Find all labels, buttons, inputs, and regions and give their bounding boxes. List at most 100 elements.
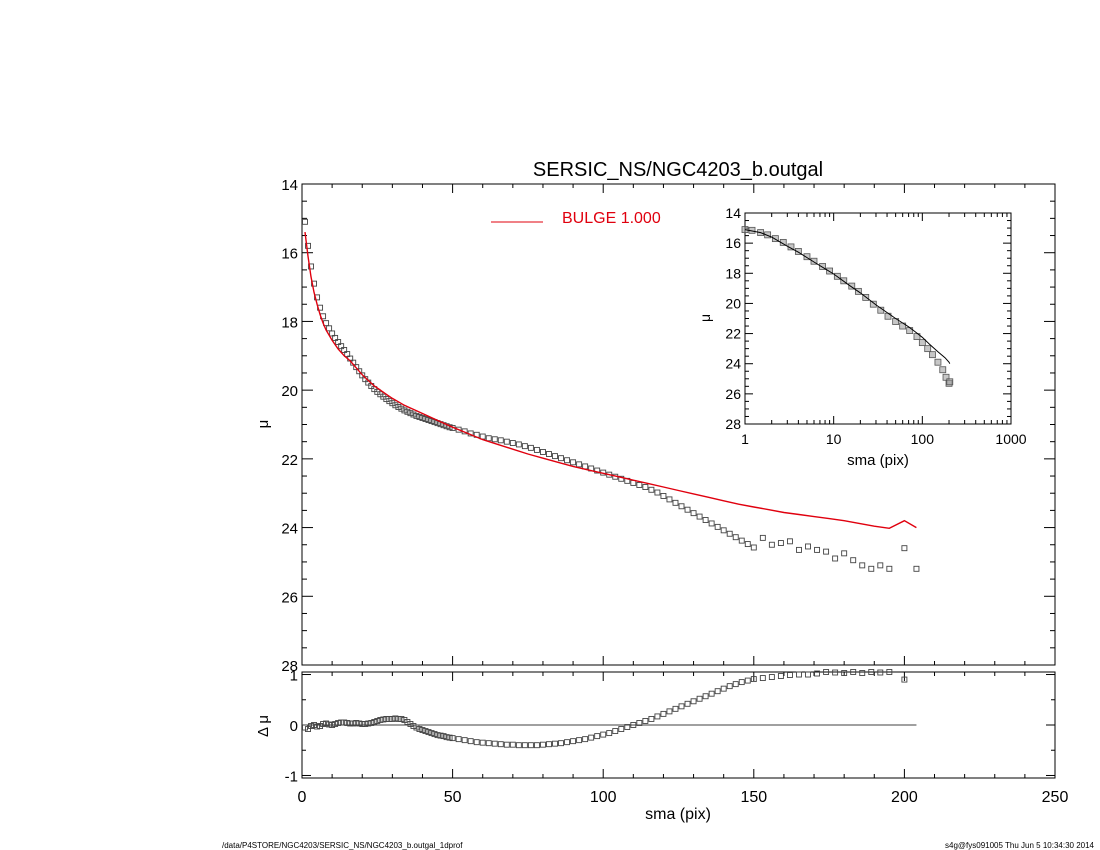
residual-data-point <box>302 724 308 731</box>
main-y-tick-label: 16 <box>281 246 298 263</box>
inset-data-point <box>741 226 749 233</box>
inset-data-point <box>934 358 942 366</box>
residual-x-tick-labels: 0 50 100 150 200 250 <box>298 789 1069 806</box>
residual-data-point <box>515 742 522 749</box>
main-data-point <box>410 411 417 418</box>
main-data-point <box>744 541 751 548</box>
residual-data-point <box>503 741 510 748</box>
residual-data-point <box>558 740 564 747</box>
main-data-point <box>708 520 715 527</box>
residual-data-point <box>422 728 429 735</box>
main-data-point <box>823 548 830 555</box>
inset-y-tick-label: 16 <box>725 235 741 251</box>
residual-data-point <box>796 671 802 678</box>
main-data-point <box>759 534 766 541</box>
residual-data-point <box>777 673 784 679</box>
main-data-point <box>503 438 510 445</box>
residual-data-point <box>311 722 317 728</box>
residual-data-point <box>317 723 324 729</box>
main-data-point <box>515 441 522 448</box>
residual-data-point <box>425 729 432 736</box>
residual-data-point <box>440 733 447 740</box>
residual-data-point <box>750 676 757 683</box>
inset-y-tick-label: 28 <box>725 416 741 432</box>
residual-data-point <box>305 726 311 732</box>
inset-data-point <box>848 282 856 290</box>
main-data-point <box>660 493 667 499</box>
residual-y-tick-label: -1 <box>285 768 298 785</box>
residual-data-point <box>419 727 426 733</box>
main-data-point <box>690 510 697 517</box>
main-data-point <box>564 457 571 464</box>
inset-data-point <box>946 378 954 386</box>
residual-data-point <box>437 732 444 739</box>
residual-data-point <box>624 724 631 730</box>
residual-data-point <box>606 730 613 737</box>
residual-data-point <box>576 737 583 744</box>
residual-y-tick-label: 1 <box>290 668 298 685</box>
main-data-point <box>678 503 685 510</box>
main-data-point <box>404 408 411 415</box>
residual-data-point <box>326 721 333 728</box>
residual-data-point <box>564 739 571 746</box>
residual-data-point <box>398 715 405 722</box>
main-data-point <box>720 527 727 534</box>
residual-data-point <box>479 739 486 746</box>
main-y-tick-label: 26 <box>281 589 298 606</box>
main-data-point <box>859 562 866 569</box>
main-data-point <box>425 417 432 423</box>
main-data-point <box>841 550 848 557</box>
residual-data-point <box>386 715 393 722</box>
main-data-point <box>314 294 321 301</box>
residual-data-point <box>365 720 372 727</box>
residual-data-point <box>380 716 387 723</box>
residual-data-point <box>786 672 793 678</box>
main-data-point <box>654 489 661 496</box>
residual-data-point <box>392 715 399 722</box>
residual-data-point <box>332 721 339 727</box>
main-data-point <box>398 405 405 412</box>
main-x-axis-label: sma (pix) <box>645 806 711 823</box>
main-data-point <box>576 461 583 468</box>
main-data-point <box>344 351 351 358</box>
main-data-point <box>570 459 577 466</box>
main-data-point <box>341 346 348 353</box>
residual-data-point <box>648 715 655 722</box>
main-data-point <box>335 339 342 345</box>
main-data-point <box>329 330 336 337</box>
inset-data-point <box>869 300 877 308</box>
main-data-point <box>521 443 528 450</box>
main-data-point <box>308 263 314 270</box>
residual-data-point <box>407 721 414 727</box>
residual-data-point <box>901 676 908 683</box>
inset-panel: 14 16 18 20 22 24 26 28 1 10 100 1000 sma (pix) μ <box>697 205 1027 469</box>
residual-x-tick-label: 100 <box>590 789 617 806</box>
main-data-point <box>901 545 908 552</box>
main-y-tick-label: 14 <box>281 177 298 194</box>
main-data-point <box>814 546 821 553</box>
main-data-point <box>491 436 498 443</box>
residual-data-point <box>588 734 595 741</box>
residual-data-point <box>612 728 619 735</box>
residual-data-point <box>314 723 321 730</box>
main-data-point <box>913 565 920 572</box>
residual-data-point <box>552 740 558 747</box>
residual-data-point <box>428 730 435 737</box>
residual-data-point <box>395 715 402 722</box>
main-data-point <box>395 404 402 410</box>
residual-x-tick-label: 50 <box>444 789 462 806</box>
main-data-point <box>455 426 462 433</box>
residual-data-point <box>684 700 691 707</box>
inset-data-point <box>819 263 826 270</box>
residual-x-tick-label: 0 <box>298 789 307 806</box>
residual-data-point <box>353 720 360 726</box>
main-data-point <box>407 410 414 417</box>
residual-data-point <box>594 733 601 740</box>
main-y-tick-label: 20 <box>281 383 298 400</box>
residual-data-point <box>678 703 685 710</box>
residual-data-point <box>708 690 715 697</box>
main-data-point <box>850 557 857 564</box>
residual-data-point <box>347 720 354 727</box>
main-data-point <box>416 413 423 420</box>
